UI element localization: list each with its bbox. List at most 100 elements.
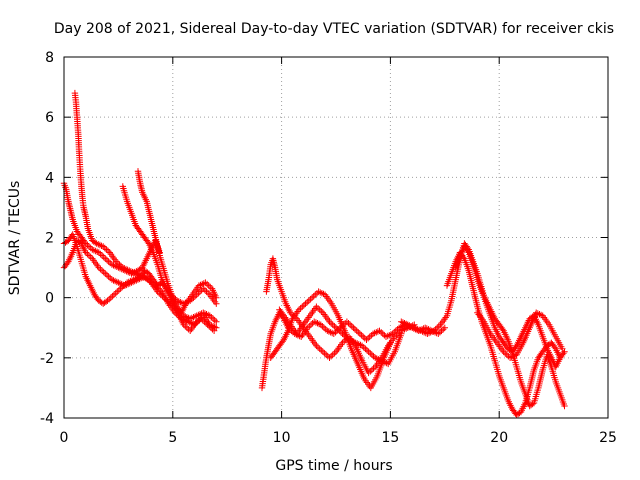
data-point [95, 241, 102, 248]
data-point [368, 351, 376, 358]
data-point [314, 320, 321, 327]
data-point [556, 354, 564, 361]
data-point [370, 365, 377, 372]
data-point [287, 309, 294, 316]
data-point [329, 321, 336, 328]
data-point [373, 355, 380, 362]
data-point [386, 332, 393, 339]
data-point [82, 249, 89, 256]
data-point [307, 296, 314, 303]
series-track-1 [60, 180, 163, 277]
data-point [119, 264, 126, 271]
data-point [366, 333, 373, 340]
data-point [103, 246, 110, 253]
data-point [404, 321, 411, 328]
data-point [354, 340, 361, 347]
data-point [145, 276, 153, 283]
data-point [100, 253, 107, 261]
data-point [186, 319, 193, 326]
data-point [206, 312, 213, 319]
data-point [109, 293, 116, 300]
data-point [213, 294, 220, 301]
data-point [551, 344, 558, 351]
data-point [323, 351, 330, 358]
data-point [213, 324, 220, 331]
y-tick-label: 4 [45, 170, 54, 186]
data-point [337, 329, 345, 336]
data-point [112, 290, 119, 297]
data-point [183, 324, 191, 331]
data-point [107, 294, 114, 301]
data-point [332, 324, 340, 331]
data-point [350, 324, 357, 331]
data-point [379, 330, 386, 337]
data-point [533, 309, 540, 316]
chart-title: Day 208 of 2021, Sidereal Day-to-day VTE… [54, 21, 614, 37]
data-point [203, 288, 210, 295]
y-tick-label: 2 [45, 231, 54, 247]
data-point [321, 350, 328, 357]
data-point [279, 338, 286, 345]
data-point [85, 252, 93, 259]
data-point [304, 299, 311, 306]
data-point [279, 311, 286, 318]
data-point [429, 328, 436, 335]
data-point [314, 344, 322, 351]
data-point [318, 308, 325, 315]
data-point [427, 329, 434, 336]
data-point [345, 336, 353, 343]
data-point [313, 303, 320, 310]
y-tick-label: -2 [40, 351, 54, 367]
data-point [398, 318, 405, 325]
data-point [342, 333, 349, 340]
data-point [95, 249, 102, 256]
data-point [329, 329, 336, 337]
data-point [108, 261, 116, 268]
data-point [115, 286, 123, 294]
x-tick-label: 10 [273, 430, 291, 446]
data-point [369, 330, 377, 337]
data-point [403, 320, 410, 328]
data-point [336, 327, 343, 334]
data-point [341, 332, 348, 339]
data-point [417, 327, 425, 334]
data-point [97, 265, 104, 273]
data-point [205, 290, 212, 297]
data-point [209, 315, 217, 322]
data-point [367, 350, 374, 357]
data-point [106, 296, 113, 303]
data-point [360, 333, 367, 340]
data-point [102, 270, 109, 277]
data-point [329, 351, 336, 358]
data-point [110, 277, 117, 284]
data-point [191, 313, 199, 320]
data-point [419, 328, 426, 335]
data-point [506, 354, 514, 361]
data-point [104, 247, 112, 255]
data-point [503, 351, 510, 358]
data-point [391, 333, 398, 340]
data-point [140, 274, 148, 281]
data-point [345, 320, 352, 327]
data-point [313, 342, 320, 349]
data-point [195, 282, 203, 289]
data-point [105, 273, 112, 280]
data-point [412, 325, 420, 332]
data-point [374, 328, 382, 335]
data-point [331, 323, 338, 330]
data-point [363, 336, 370, 343]
data-point [312, 319, 320, 326]
data-point [135, 271, 143, 279]
grid [64, 57, 608, 418]
data-point [203, 280, 211, 288]
x-axis-label: GPS time / hours [275, 458, 392, 474]
y-tick-label: 8 [45, 50, 54, 66]
data-point [126, 267, 133, 274]
series-track-8 [263, 255, 418, 377]
data-point [326, 354, 333, 361]
data-point [435, 323, 442, 330]
data-point [115, 279, 122, 286]
data-point [116, 261, 123, 268]
data-point [295, 306, 303, 313]
data-point [206, 321, 213, 328]
